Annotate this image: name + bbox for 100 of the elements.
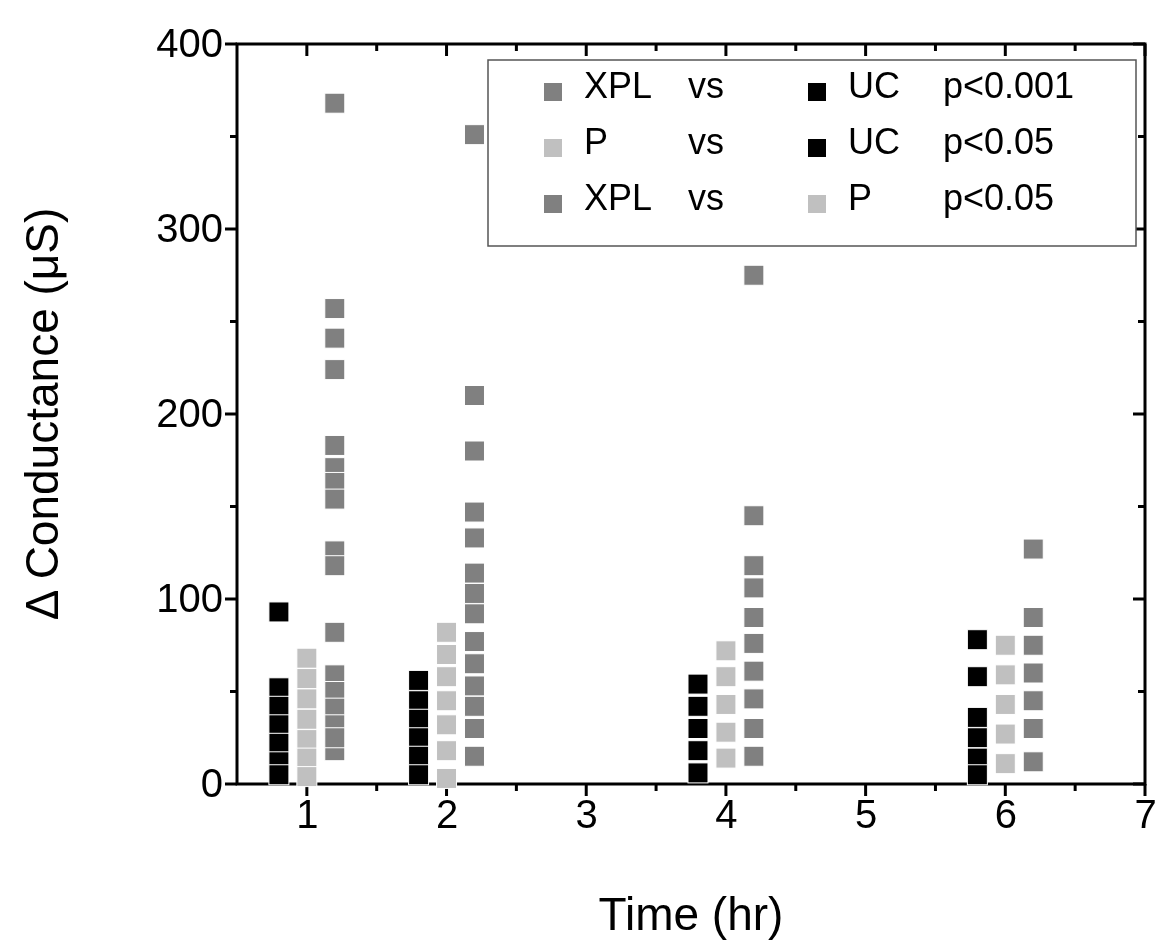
point bbox=[715, 721, 737, 743]
point bbox=[463, 695, 485, 717]
point bbox=[994, 664, 1016, 686]
point bbox=[324, 727, 346, 749]
point bbox=[463, 527, 485, 549]
point bbox=[743, 745, 765, 767]
point bbox=[743, 632, 765, 654]
point bbox=[268, 695, 290, 717]
point bbox=[687, 762, 709, 784]
point bbox=[743, 505, 765, 527]
point bbox=[994, 693, 1016, 715]
point bbox=[743, 688, 765, 710]
point bbox=[268, 714, 290, 736]
x-tick-label: 7 bbox=[1134, 792, 1157, 837]
point bbox=[715, 747, 737, 769]
point bbox=[324, 327, 346, 349]
y-tick-label: 0 bbox=[200, 761, 223, 806]
point bbox=[463, 582, 485, 604]
point bbox=[463, 653, 485, 675]
point bbox=[743, 555, 765, 577]
point bbox=[408, 669, 430, 691]
point bbox=[1022, 538, 1044, 560]
point bbox=[966, 706, 988, 728]
point bbox=[324, 434, 346, 456]
point bbox=[463, 124, 485, 146]
point bbox=[463, 675, 485, 697]
point bbox=[296, 708, 318, 730]
point bbox=[715, 666, 737, 688]
y-tick-label: 100 bbox=[156, 576, 223, 621]
point bbox=[324, 92, 346, 114]
point bbox=[994, 634, 1016, 656]
point bbox=[715, 693, 737, 715]
point bbox=[268, 732, 290, 754]
point bbox=[687, 740, 709, 762]
point bbox=[715, 640, 737, 662]
point bbox=[324, 488, 346, 510]
point bbox=[408, 690, 430, 712]
point bbox=[1022, 662, 1044, 684]
text: XPL vs UC p<0.001 bbox=[584, 65, 1075, 106]
point bbox=[296, 766, 318, 788]
point bbox=[436, 690, 458, 712]
x-tick-label: 2 bbox=[435, 792, 459, 837]
point bbox=[463, 745, 485, 767]
x-tick-label: 6 bbox=[994, 792, 1017, 837]
point bbox=[1022, 690, 1044, 712]
point bbox=[268, 677, 290, 699]
point bbox=[463, 718, 485, 739]
point bbox=[436, 666, 458, 688]
point bbox=[268, 764, 290, 786]
point bbox=[463, 501, 485, 523]
point bbox=[994, 723, 1016, 745]
point bbox=[324, 555, 346, 577]
point bbox=[966, 764, 988, 786]
x-tick-label: 4 bbox=[715, 792, 738, 837]
point bbox=[1022, 718, 1044, 739]
x-axis-title: Time (hr) bbox=[598, 888, 784, 940]
point bbox=[408, 727, 430, 749]
y-tick-label: 200 bbox=[156, 391, 223, 436]
point bbox=[687, 673, 709, 695]
text: P vs UC p<0.05 bbox=[584, 121, 1055, 162]
point bbox=[966, 629, 988, 651]
point bbox=[463, 603, 485, 625]
y-tick-label: 300 bbox=[156, 206, 223, 251]
point bbox=[436, 621, 458, 643]
point bbox=[994, 753, 1016, 775]
point bbox=[296, 688, 318, 710]
point bbox=[268, 601, 290, 623]
x-tick-label: 5 bbox=[854, 792, 878, 837]
x-tick-label: 3 bbox=[575, 792, 598, 837]
x-tick-label: 1 bbox=[296, 792, 319, 837]
point bbox=[408, 764, 430, 786]
point bbox=[743, 607, 765, 628]
point bbox=[463, 440, 485, 462]
point bbox=[324, 359, 346, 381]
point bbox=[687, 695, 709, 717]
point bbox=[743, 577, 765, 599]
point bbox=[296, 747, 318, 769]
point bbox=[324, 298, 346, 320]
point bbox=[296, 668, 318, 690]
point bbox=[324, 621, 346, 643]
point bbox=[1022, 607, 1044, 628]
y-axis-title: Δ Conductance (μS) bbox=[16, 207, 68, 621]
point bbox=[436, 767, 458, 789]
point bbox=[1022, 751, 1044, 773]
point bbox=[743, 660, 765, 682]
y-tick-label: 400 bbox=[156, 21, 223, 66]
point bbox=[966, 666, 988, 688]
point bbox=[296, 647, 318, 669]
point bbox=[436, 714, 458, 736]
point bbox=[436, 740, 458, 762]
point bbox=[463, 562, 485, 584]
point bbox=[463, 385, 485, 406]
point bbox=[1022, 634, 1044, 656]
text: XPL vs P p<0.05 bbox=[584, 177, 1055, 218]
point bbox=[966, 727, 988, 749]
point bbox=[463, 631, 485, 653]
point bbox=[687, 718, 709, 739]
point bbox=[436, 644, 458, 665]
point bbox=[743, 264, 765, 286]
point bbox=[743, 718, 765, 739]
